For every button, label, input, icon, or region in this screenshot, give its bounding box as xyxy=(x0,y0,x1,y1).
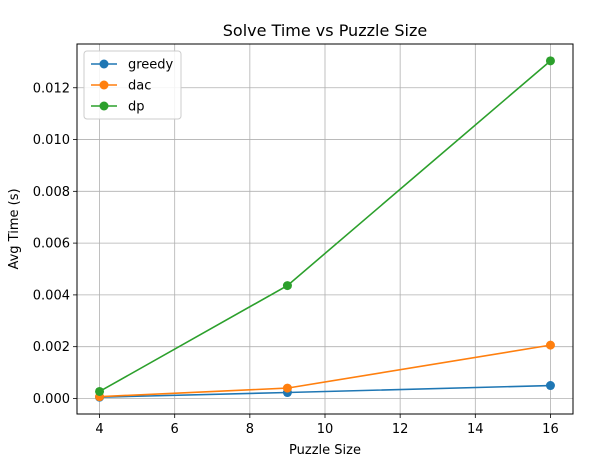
x-tick-label: 6 xyxy=(171,422,179,437)
y-axis-title: Avg Time (s) xyxy=(7,188,22,269)
x-tick-label: 12 xyxy=(392,422,409,437)
legend-swatch-marker xyxy=(99,59,109,69)
y-tick-label: 0.010 xyxy=(33,133,70,148)
data-point-dac xyxy=(282,383,292,393)
x-tick-label: 10 xyxy=(317,422,334,437)
legend-box xyxy=(83,50,182,120)
data-point-dp xyxy=(545,56,555,66)
x-tick-label: 16 xyxy=(542,422,559,437)
y-tick-label: 0.006 xyxy=(33,237,70,252)
x-tick-label: 14 xyxy=(467,422,484,437)
legend: greedy dac dp xyxy=(83,50,182,120)
y-tick-label: 0.002 xyxy=(33,340,70,355)
ticks: 4 6 8 10 12 14 16 0.000 0.002 0.004 0.006 0.008 0.01… xyxy=(33,81,559,437)
data-point-dac xyxy=(545,340,555,350)
legend-label-greedy: greedy xyxy=(128,58,174,73)
x-axis-title: Puzzle Size xyxy=(289,443,361,458)
legend-swatch-marker xyxy=(99,80,109,90)
legend-swatch-marker xyxy=(99,101,109,111)
x-tick-label: 4 xyxy=(95,422,103,437)
y-tick-label: 0.012 xyxy=(33,81,70,96)
x-tick-label: 8 xyxy=(246,422,254,437)
series-dp xyxy=(95,56,555,396)
y-tick-label: 0.000 xyxy=(33,392,70,407)
y-tick-label: 0.004 xyxy=(33,288,70,303)
chart-title: Solve Time vs Puzzle Size xyxy=(223,21,427,40)
data-point-greedy xyxy=(545,381,555,391)
series-layer xyxy=(95,56,555,402)
grid xyxy=(77,44,573,414)
y-tick-label: 0.008 xyxy=(33,185,70,200)
legend-label-dp: dp xyxy=(128,100,145,115)
data-point-dp xyxy=(95,386,105,396)
legend-label-dac: dac xyxy=(128,79,151,94)
data-point-dp xyxy=(282,281,292,291)
